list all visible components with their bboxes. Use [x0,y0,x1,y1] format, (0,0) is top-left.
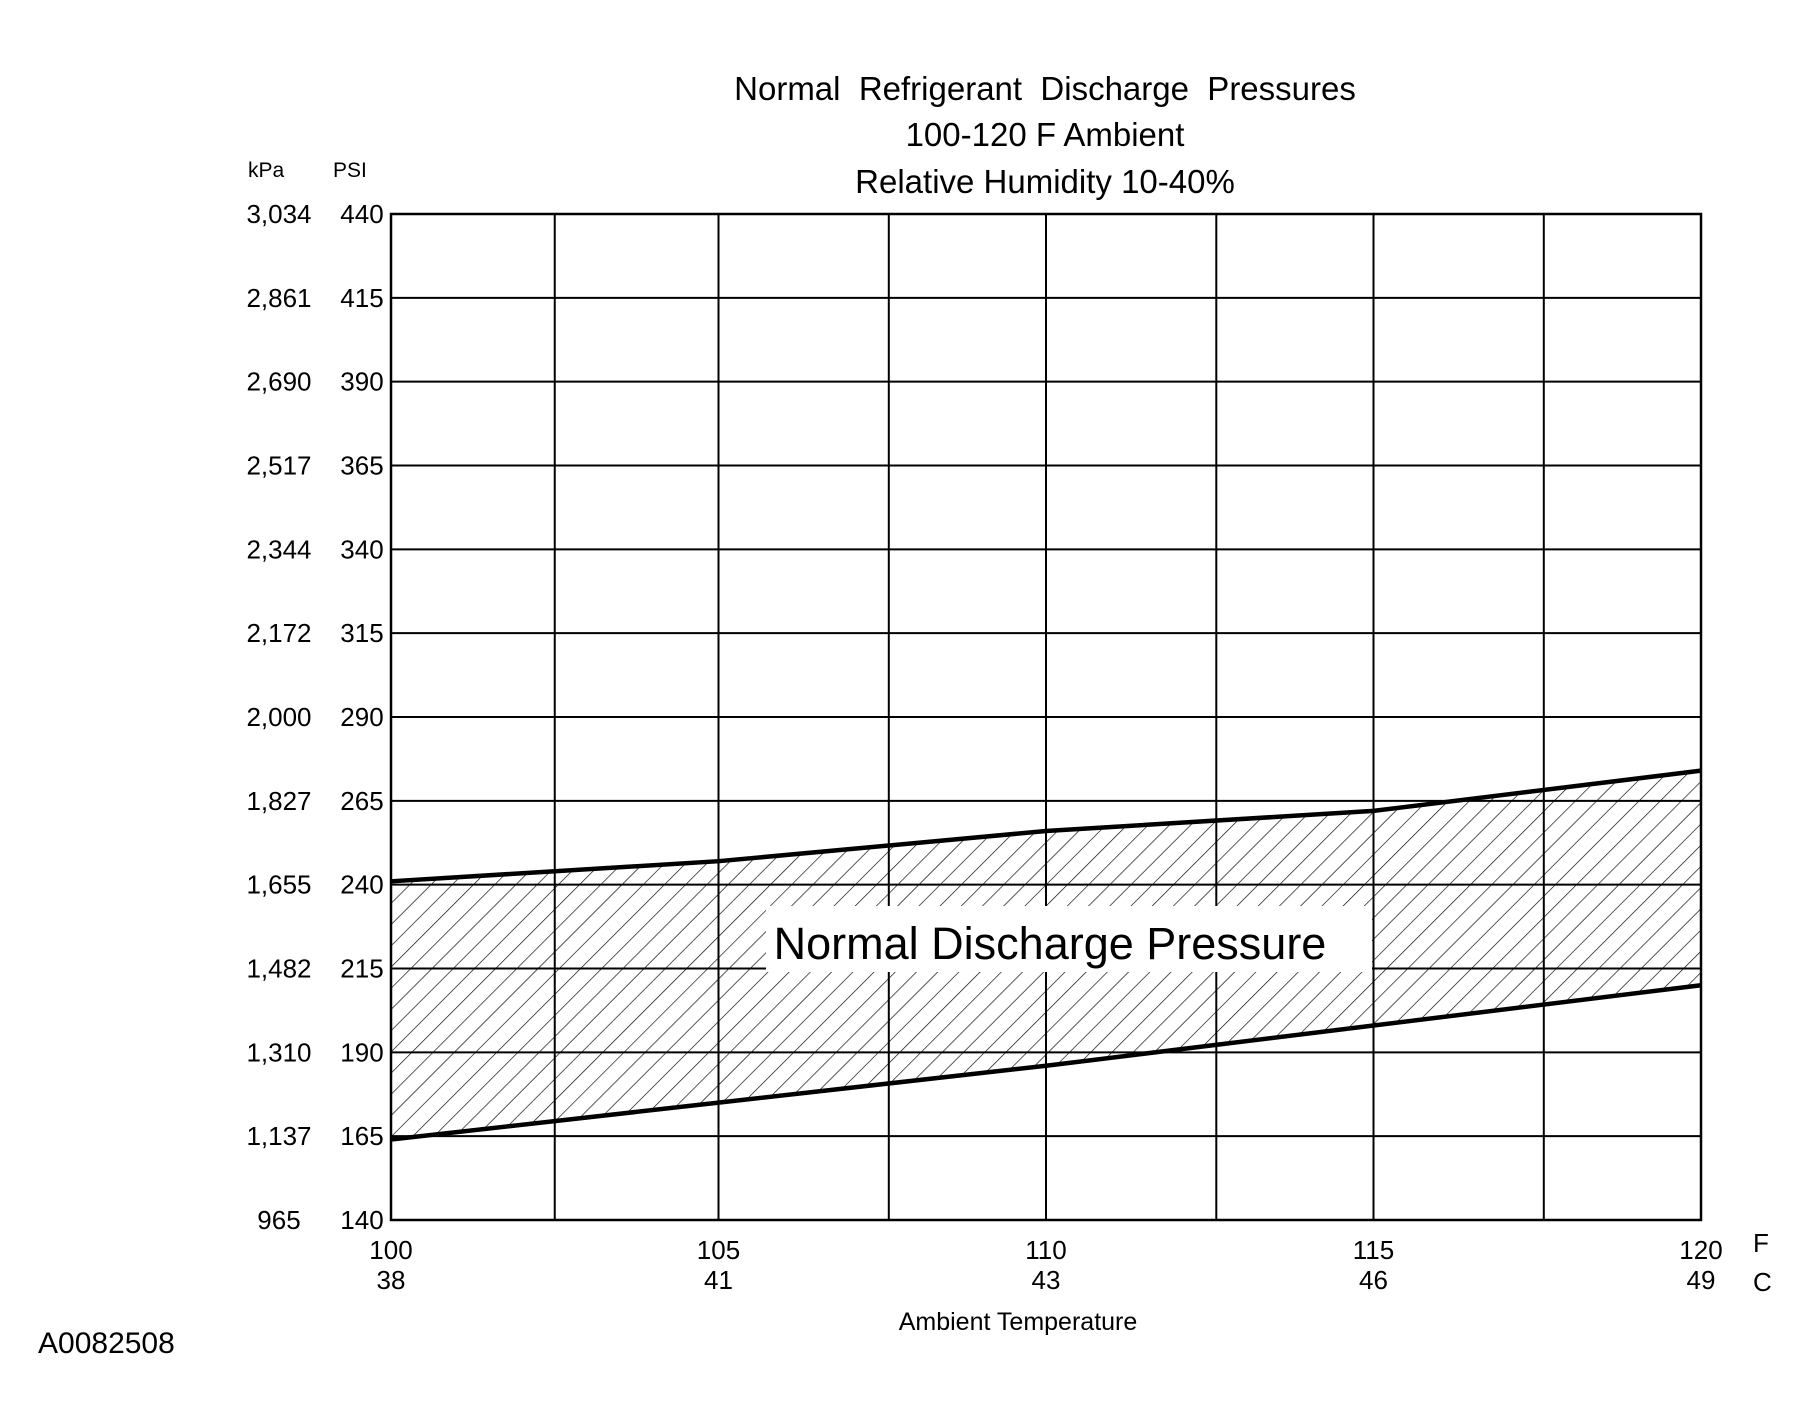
x-tick-f: 110 [1025,1235,1066,1265]
x-tick-c: 46 [1359,1265,1388,1295]
y-tick-psi: 165 [340,1121,383,1151]
y-tick-kpa: 1,482 [246,954,311,984]
chart-subtitle-line-2: Relative Humidity 10-40% [855,163,1235,200]
chart-subtitle-line-1: 100-120 F Ambient [906,116,1185,153]
y-tick-kpa: 2,690 [246,367,311,397]
y-tick-psi: 390 [340,367,383,397]
y-tick-psi: 215 [340,954,383,984]
axes [389,212,1703,1222]
y-tick-psi: 140 [340,1205,383,1235]
y-tick-psi: 240 [340,870,383,900]
y-tick-psi: 290 [340,702,383,732]
x-tick-f: 120 [1679,1235,1722,1265]
band-label: Normal Discharge Pressure [774,918,1327,969]
x-tick-c: 38 [377,1265,406,1295]
lower-limit-line [390,983,1702,1142]
y-tick-kpa: 2,344 [246,534,311,564]
y-tick-psi: 190 [340,1037,383,1067]
chart-title: Normal Refrigerant Discharge Pressures [734,70,1356,107]
y-tick-kpa: 2,172 [246,618,311,648]
y-unit-kpa: kPa [248,159,285,182]
y-tick-kpa: 1,137 [246,1121,311,1151]
plot-frame [389,212,1703,1222]
x-tick-c: 49 [1687,1265,1716,1295]
x-unit-c: C [1753,1267,1772,1297]
y-tick-kpa: 1,310 [246,1037,311,1067]
y-tick-kpa: 965 [257,1205,300,1235]
x-unit-f: F [1753,1228,1769,1258]
y-tick-kpa: 1,827 [246,786,311,816]
x-tick-f: 100 [369,1235,412,1265]
band-label-background [766,906,1372,972]
x-tick-c: 43 [1032,1265,1061,1295]
x-tick-f: 115 [1353,1235,1394,1265]
y-unit-psi: PSI [333,159,367,182]
x-tick-f: 105 [697,1235,740,1265]
x-axis-label: Ambient Temperature [899,1308,1138,1336]
y-tick-kpa: 2,000 [246,702,311,732]
y-tick-psi: 340 [340,534,383,564]
y-tick-psi: 440 [340,199,383,229]
y-tick-psi: 265 [340,786,383,816]
y-tick-psi: 365 [340,451,383,481]
upper-limit-line [390,768,1702,884]
y-tick-kpa: 3,034 [246,199,311,229]
pressure-band: Normal Discharge Pressure [390,768,1702,1142]
y-tick-psi: 415 [340,283,383,313]
x-tick-c: 41 [704,1265,733,1295]
y-tick-kpa: 2,517 [246,451,311,481]
y-tick-psi: 315 [340,618,383,648]
y-tick-kpa: 1,655 [246,870,311,900]
y-tick-kpa: 2,861 [246,283,311,313]
figure-id: A0082508 [38,1327,175,1360]
